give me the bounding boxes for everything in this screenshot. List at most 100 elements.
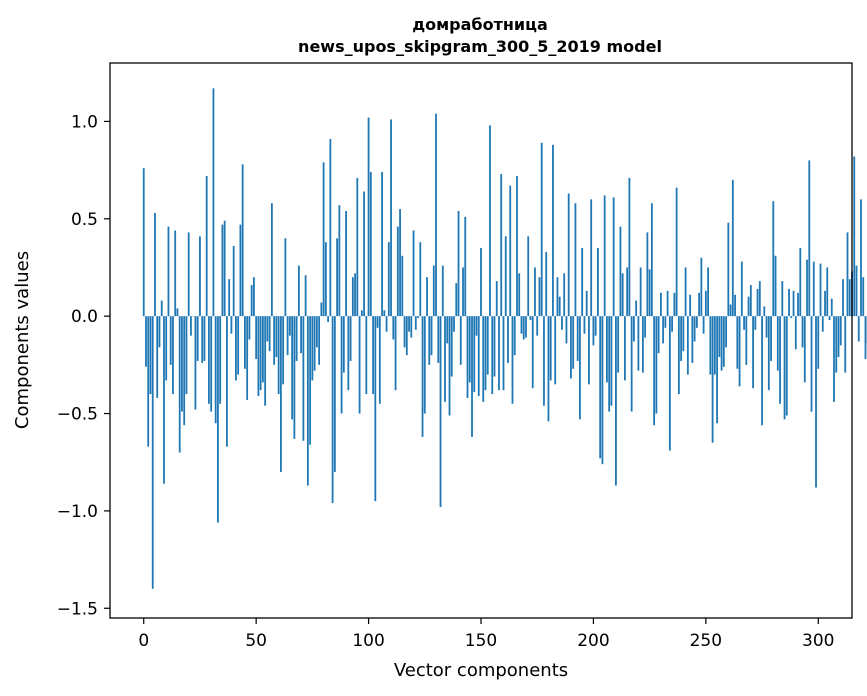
bar [381, 172, 383, 317]
bar [482, 316, 485, 402]
bar [208, 316, 210, 404]
bar [673, 292, 676, 317]
bar [675, 187, 678, 317]
bar [187, 232, 190, 317]
bar [736, 316, 739, 369]
bar [471, 316, 473, 437]
bar [527, 236, 530, 317]
bar [351, 277, 354, 317]
bar [437, 316, 440, 363]
bar [574, 203, 577, 317]
bar [516, 175, 518, 317]
bar [698, 292, 700, 317]
bar [466, 316, 469, 398]
bar [680, 316, 683, 361]
y-tick-label: 0.0 [71, 307, 98, 327]
bar [729, 304, 732, 317]
bar [684, 267, 687, 317]
bar [536, 316, 539, 336]
bar [217, 316, 219, 523]
bar [336, 238, 338, 317]
bar [601, 316, 604, 465]
bar [273, 316, 276, 365]
bar [255, 316, 258, 359]
bar [446, 316, 449, 344]
bar [457, 211, 460, 317]
bar [230, 316, 233, 334]
bar [803, 316, 806, 383]
bar [540, 142, 543, 317]
bar [228, 279, 231, 317]
bar [511, 316, 514, 404]
bar [513, 316, 516, 356]
bar [165, 316, 168, 381]
bar [441, 265, 444, 317]
bar [306, 316, 309, 486]
bar [520, 316, 523, 334]
bar [815, 316, 817, 488]
bar [826, 267, 829, 317]
bar [646, 232, 649, 317]
bar [480, 248, 482, 317]
bar [489, 125, 491, 317]
bar [320, 302, 323, 317]
bar [432, 265, 435, 317]
bar [590, 199, 593, 317]
bar [639, 267, 642, 317]
bar [583, 316, 586, 334]
bar [668, 316, 671, 451]
bar [808, 160, 811, 317]
bar [725, 316, 727, 348]
bar [259, 316, 262, 391]
bar [552, 144, 554, 317]
bar [774, 255, 777, 317]
bar [592, 316, 595, 346]
bar [372, 316, 374, 395]
bar [322, 162, 325, 317]
bar [749, 285, 752, 317]
bar [716, 316, 718, 424]
bar [682, 316, 685, 352]
bar [734, 294, 736, 317]
bar [621, 273, 624, 317]
bar [248, 316, 251, 340]
bar [844, 316, 847, 373]
bar [262, 316, 264, 383]
bar [286, 316, 289, 356]
y-tick-label: −0.5 [57, 405, 98, 425]
plot-frame [109, 62, 853, 619]
bar [237, 316, 240, 375]
bar [608, 316, 611, 412]
bar [493, 316, 496, 377]
x-axis-label: Vector components [394, 660, 568, 681]
bar [855, 265, 858, 317]
bar [338, 205, 341, 317]
bar [617, 316, 620, 373]
bar [720, 316, 723, 371]
bar [819, 263, 822, 317]
bar [594, 316, 597, 336]
bar [561, 316, 563, 330]
bar [846, 232, 849, 317]
bar [610, 316, 613, 406]
bar [686, 316, 689, 375]
bar [293, 316, 296, 439]
bar [399, 209, 401, 317]
bar [567, 193, 570, 317]
bar [205, 175, 208, 317]
bar [390, 119, 392, 317]
bar [329, 138, 332, 317]
bar [475, 316, 478, 336]
bar [597, 248, 599, 317]
bar [356, 177, 359, 317]
bar [659, 292, 662, 317]
bar [788, 288, 790, 317]
y-axis-label: Components values [12, 251, 33, 429]
bar [340, 316, 343, 414]
bar [468, 316, 471, 383]
bar [864, 316, 867, 359]
bar [794, 316, 797, 350]
x-axis-ticks: 0 50 100 150 200 250 300 [138, 618, 834, 651]
bar [396, 226, 399, 317]
bar [763, 306, 766, 317]
